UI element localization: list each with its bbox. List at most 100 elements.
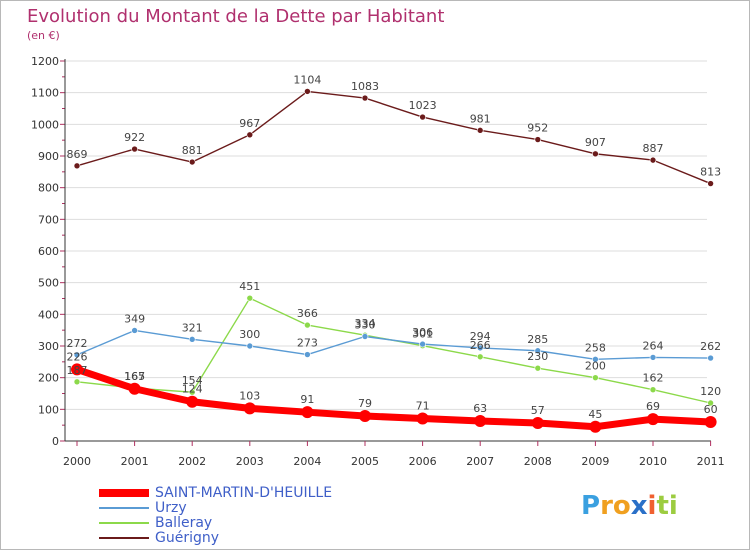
data-label: 887: [643, 142, 664, 155]
y-tick-label: 300: [38, 340, 59, 353]
x-tick-label: 2001: [121, 455, 149, 468]
data-label: 154: [182, 374, 203, 387]
x-tick-label: 2006: [409, 455, 437, 468]
data-point: [474, 415, 487, 428]
y-tick-label: 0: [52, 435, 59, 448]
x-tick-label: 2009: [581, 455, 609, 468]
data-label: 349: [124, 312, 145, 325]
data-label: 165: [124, 370, 145, 383]
data-point: [304, 321, 311, 329]
data-point: [534, 347, 542, 355]
data-label: 200: [585, 360, 606, 373]
y-tick-label: 500: [38, 277, 59, 290]
data-label: 63: [473, 402, 487, 415]
x-tick-label: 2002: [178, 455, 206, 468]
data-label: 71: [416, 400, 430, 413]
data-point: [304, 88, 311, 95]
data-point: [71, 363, 83, 376]
data-label: 1083: [351, 80, 379, 93]
data-point: [188, 388, 196, 396]
data-point: [707, 354, 714, 362]
x-tick-label: 2003: [236, 455, 264, 468]
y-tick-label: 200: [38, 372, 59, 385]
series-line: [73, 365, 715, 431]
data-label: 1023: [409, 99, 437, 112]
data-point: [592, 374, 599, 381]
data-point: [73, 162, 81, 170]
data-label: 306: [412, 326, 433, 339]
data-point: [188, 336, 196, 343]
data-label: 45: [588, 408, 602, 421]
data-point: [592, 355, 599, 363]
data-point: [649, 386, 657, 394]
data-label: 813: [700, 166, 721, 179]
x-tick-label: 2005: [351, 455, 379, 468]
data-label: 272: [67, 337, 88, 350]
logo-letter: i: [647, 491, 657, 521]
legend-label: Balleray: [155, 515, 213, 531]
series-group: [71, 88, 717, 433]
data-point: [476, 344, 484, 352]
unit-label: (en €): [27, 29, 60, 42]
data-point: [531, 416, 544, 429]
data-point: [301, 406, 314, 419]
data-point: [416, 412, 429, 425]
data-point: [246, 131, 254, 139]
y-tick-label: 1000: [31, 118, 59, 131]
logo-letter: i: [668, 491, 678, 521]
legend-swatch: [99, 507, 149, 509]
data-point: [592, 150, 599, 158]
x-tick-label: 2000: [63, 455, 91, 468]
data-point: [704, 416, 717, 428]
data-label: 262: [700, 340, 721, 353]
data-point: [707, 399, 714, 407]
data-label: 79: [358, 397, 372, 410]
legend-label: Guérigny: [155, 530, 220, 546]
y-tick-label: 100: [38, 403, 59, 416]
y-tick-label: 1100: [31, 87, 59, 100]
data-point: [707, 180, 714, 187]
y-tick-label: 900: [38, 150, 59, 163]
y-tick-label: 700: [38, 213, 59, 226]
data-labels: 869 922 881 967 1104 1083 1023 981 952 907 887 813 1…: [67, 73, 722, 420]
proxiti-logo: Proxiti: [581, 491, 678, 521]
data-point: [131, 145, 138, 153]
data-label: 226: [67, 350, 88, 363]
data-point: [243, 402, 256, 415]
data-label: 334: [355, 317, 376, 330]
data-label: 907: [585, 136, 606, 149]
data-label: 285: [527, 333, 548, 346]
y-tick-label: 800: [38, 182, 59, 195]
data-point: [73, 351, 81, 359]
data-point: [186, 395, 199, 408]
series-line: [76, 90, 712, 185]
data-point: [304, 351, 311, 358]
data-point: [419, 340, 426, 348]
logo-letter: P: [581, 491, 601, 521]
data-label: 264: [643, 339, 664, 352]
data-label: 187: [67, 364, 88, 377]
data-label: 321: [182, 321, 203, 334]
data-label: 69: [646, 400, 660, 413]
series-line: [76, 329, 712, 360]
y-tick-label: 600: [38, 245, 59, 258]
data-label: 91: [300, 393, 314, 406]
axes: 0 100 200 300 400 500 600 700 800 900 1000 1100 1200…: [31, 55, 725, 468]
data-point: [476, 127, 484, 134]
chart-title: Evolution du Montant de la Dette par Hab…: [27, 6, 445, 27]
data-point: [359, 409, 371, 422]
data-label: 167: [124, 370, 145, 383]
x-tick-label: 2008: [524, 455, 552, 468]
data-label: 1104: [293, 73, 321, 86]
y-tick-label: 1200: [31, 55, 59, 68]
data-label: 266: [470, 339, 491, 352]
data-point: [476, 353, 484, 361]
data-point: [128, 382, 141, 395]
data-point: [647, 413, 659, 426]
legend-label: Urzy: [155, 500, 187, 516]
x-tick-label: 2007: [466, 455, 494, 468]
data-point: [649, 156, 657, 164]
logo-letter: t: [656, 491, 669, 521]
data-point: [131, 327, 138, 334]
data-point: [649, 354, 657, 361]
